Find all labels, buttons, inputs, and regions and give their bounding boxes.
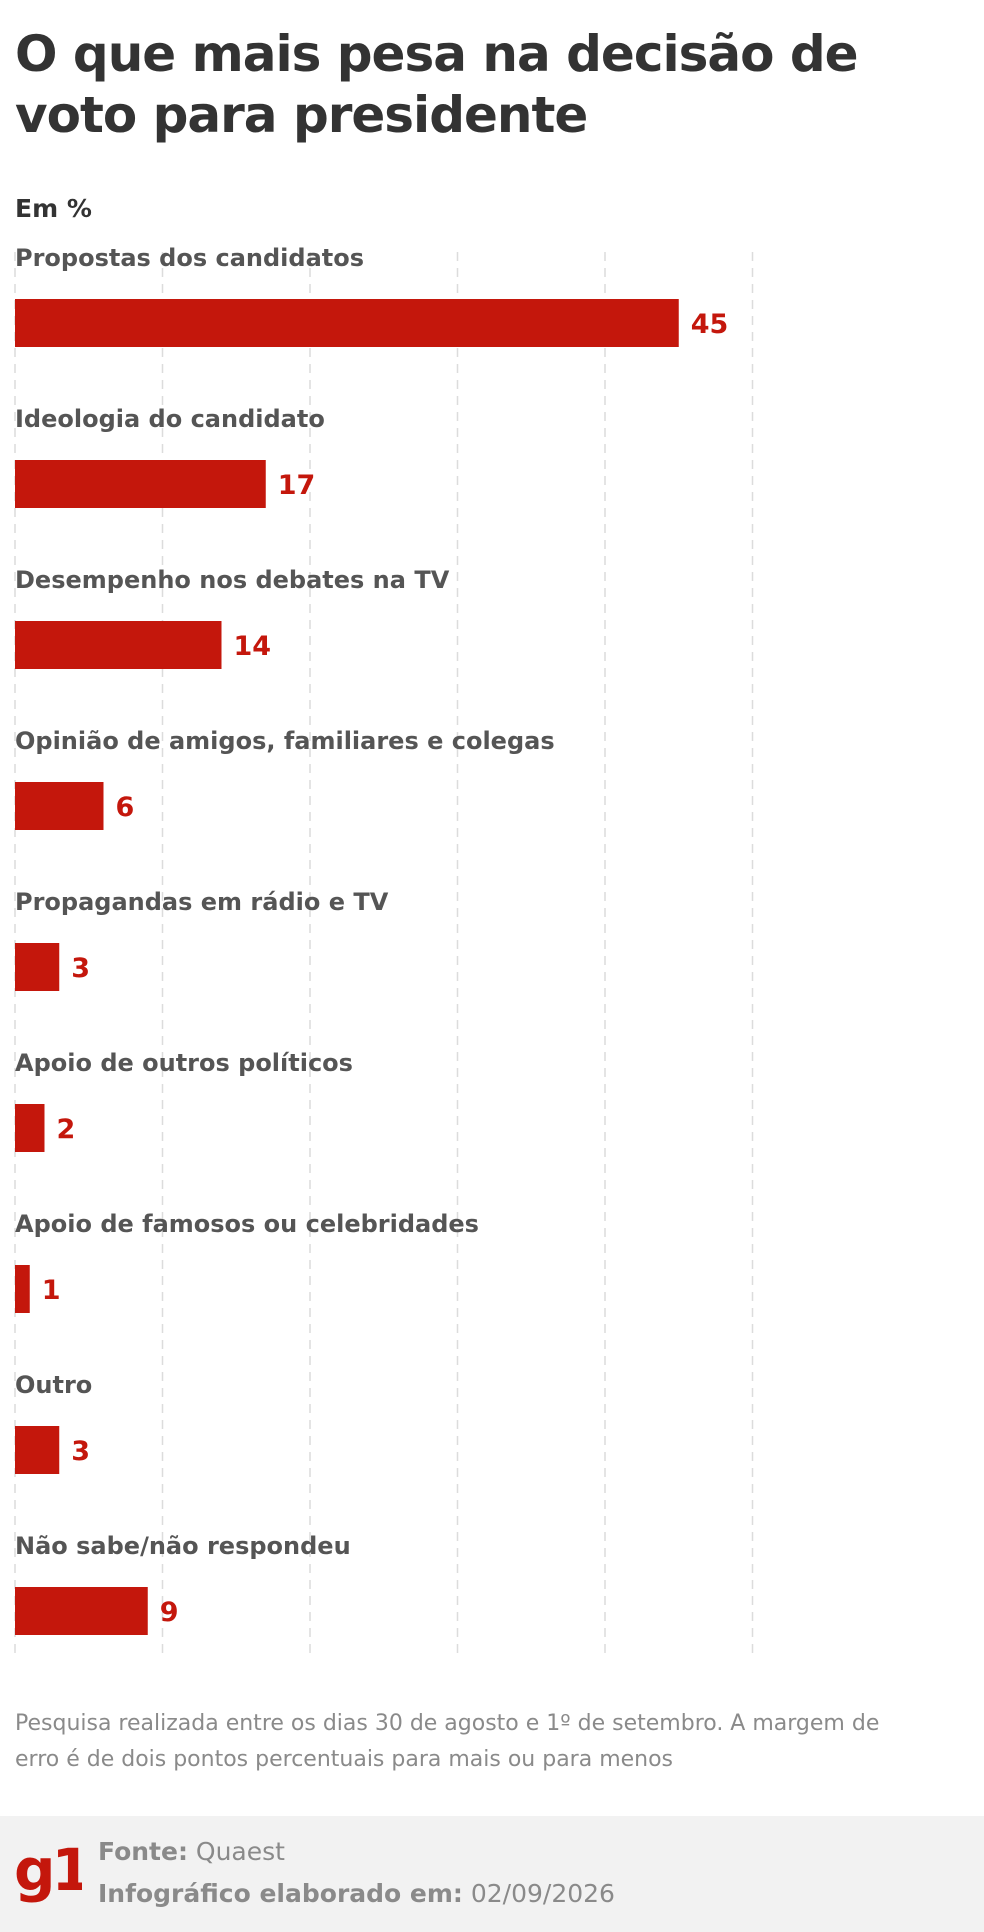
g1-logo-icon: g1 [14,1838,82,1904]
bar [15,1426,60,1474]
bar [15,782,104,830]
value-label: 14 [234,631,272,662]
footer-bar: g1 Fonte: Quaest Infográfico elaborado e… [0,1816,984,1932]
category-label: Opinião de amigos, familiares e colegas [15,727,555,755]
bar [15,299,679,347]
category-label: Outro [15,1371,92,1399]
bar [15,1104,45,1152]
chart-title: O que mais pesa na decisão de voto para … [15,25,859,144]
category-label: Propostas dos candidatos [15,244,364,272]
made-date-line: Infográfico elaborado em: 02/09/2026 [98,1878,615,1910]
category-label: Apoio de famosos ou celebridades [15,1210,479,1238]
bar [15,621,222,669]
category-label: Não sabe/não respondeu [15,1532,351,1560]
source-value: Quaest [195,1837,285,1866]
value-label: 2 [57,1114,76,1145]
value-label: 9 [160,1597,179,1628]
value-label: 17 [278,470,316,501]
category-label: Propagandas em rádio e TV [15,888,389,916]
made-date-value: 02/09/2026 [470,1879,615,1908]
unit-label: Em % [15,194,92,223]
bars-group: Propostas dos candidatos 45 Ideologia do c… [15,244,728,1635]
value-label: 3 [71,953,90,984]
category-label: Apoio de outros políticos [15,1049,353,1077]
footnote: Pesquisa realizada entre os dias 30 de a… [15,1711,880,1772]
bar [15,1265,30,1313]
source-label: Fonte: [98,1837,188,1866]
value-label: 3 [71,1436,90,1467]
value-label: 6 [116,792,135,823]
bar [15,943,60,991]
logo-text: g1 [14,1838,82,1904]
bar [15,1587,148,1635]
source-line: Fonte: Quaest [98,1836,285,1868]
made-date-label: Infográfico elaborado em: [98,1879,463,1908]
value-label: 45 [691,309,729,340]
category-label: Desempenho nos debates na TV [15,566,450,594]
value-label: 1 [42,1275,61,1306]
bar [15,460,266,508]
bar-chart: Propostas dos candidatos 45 Ideologia do c… [14,244,754,1660]
category-label: Ideologia do candidato [15,405,325,433]
